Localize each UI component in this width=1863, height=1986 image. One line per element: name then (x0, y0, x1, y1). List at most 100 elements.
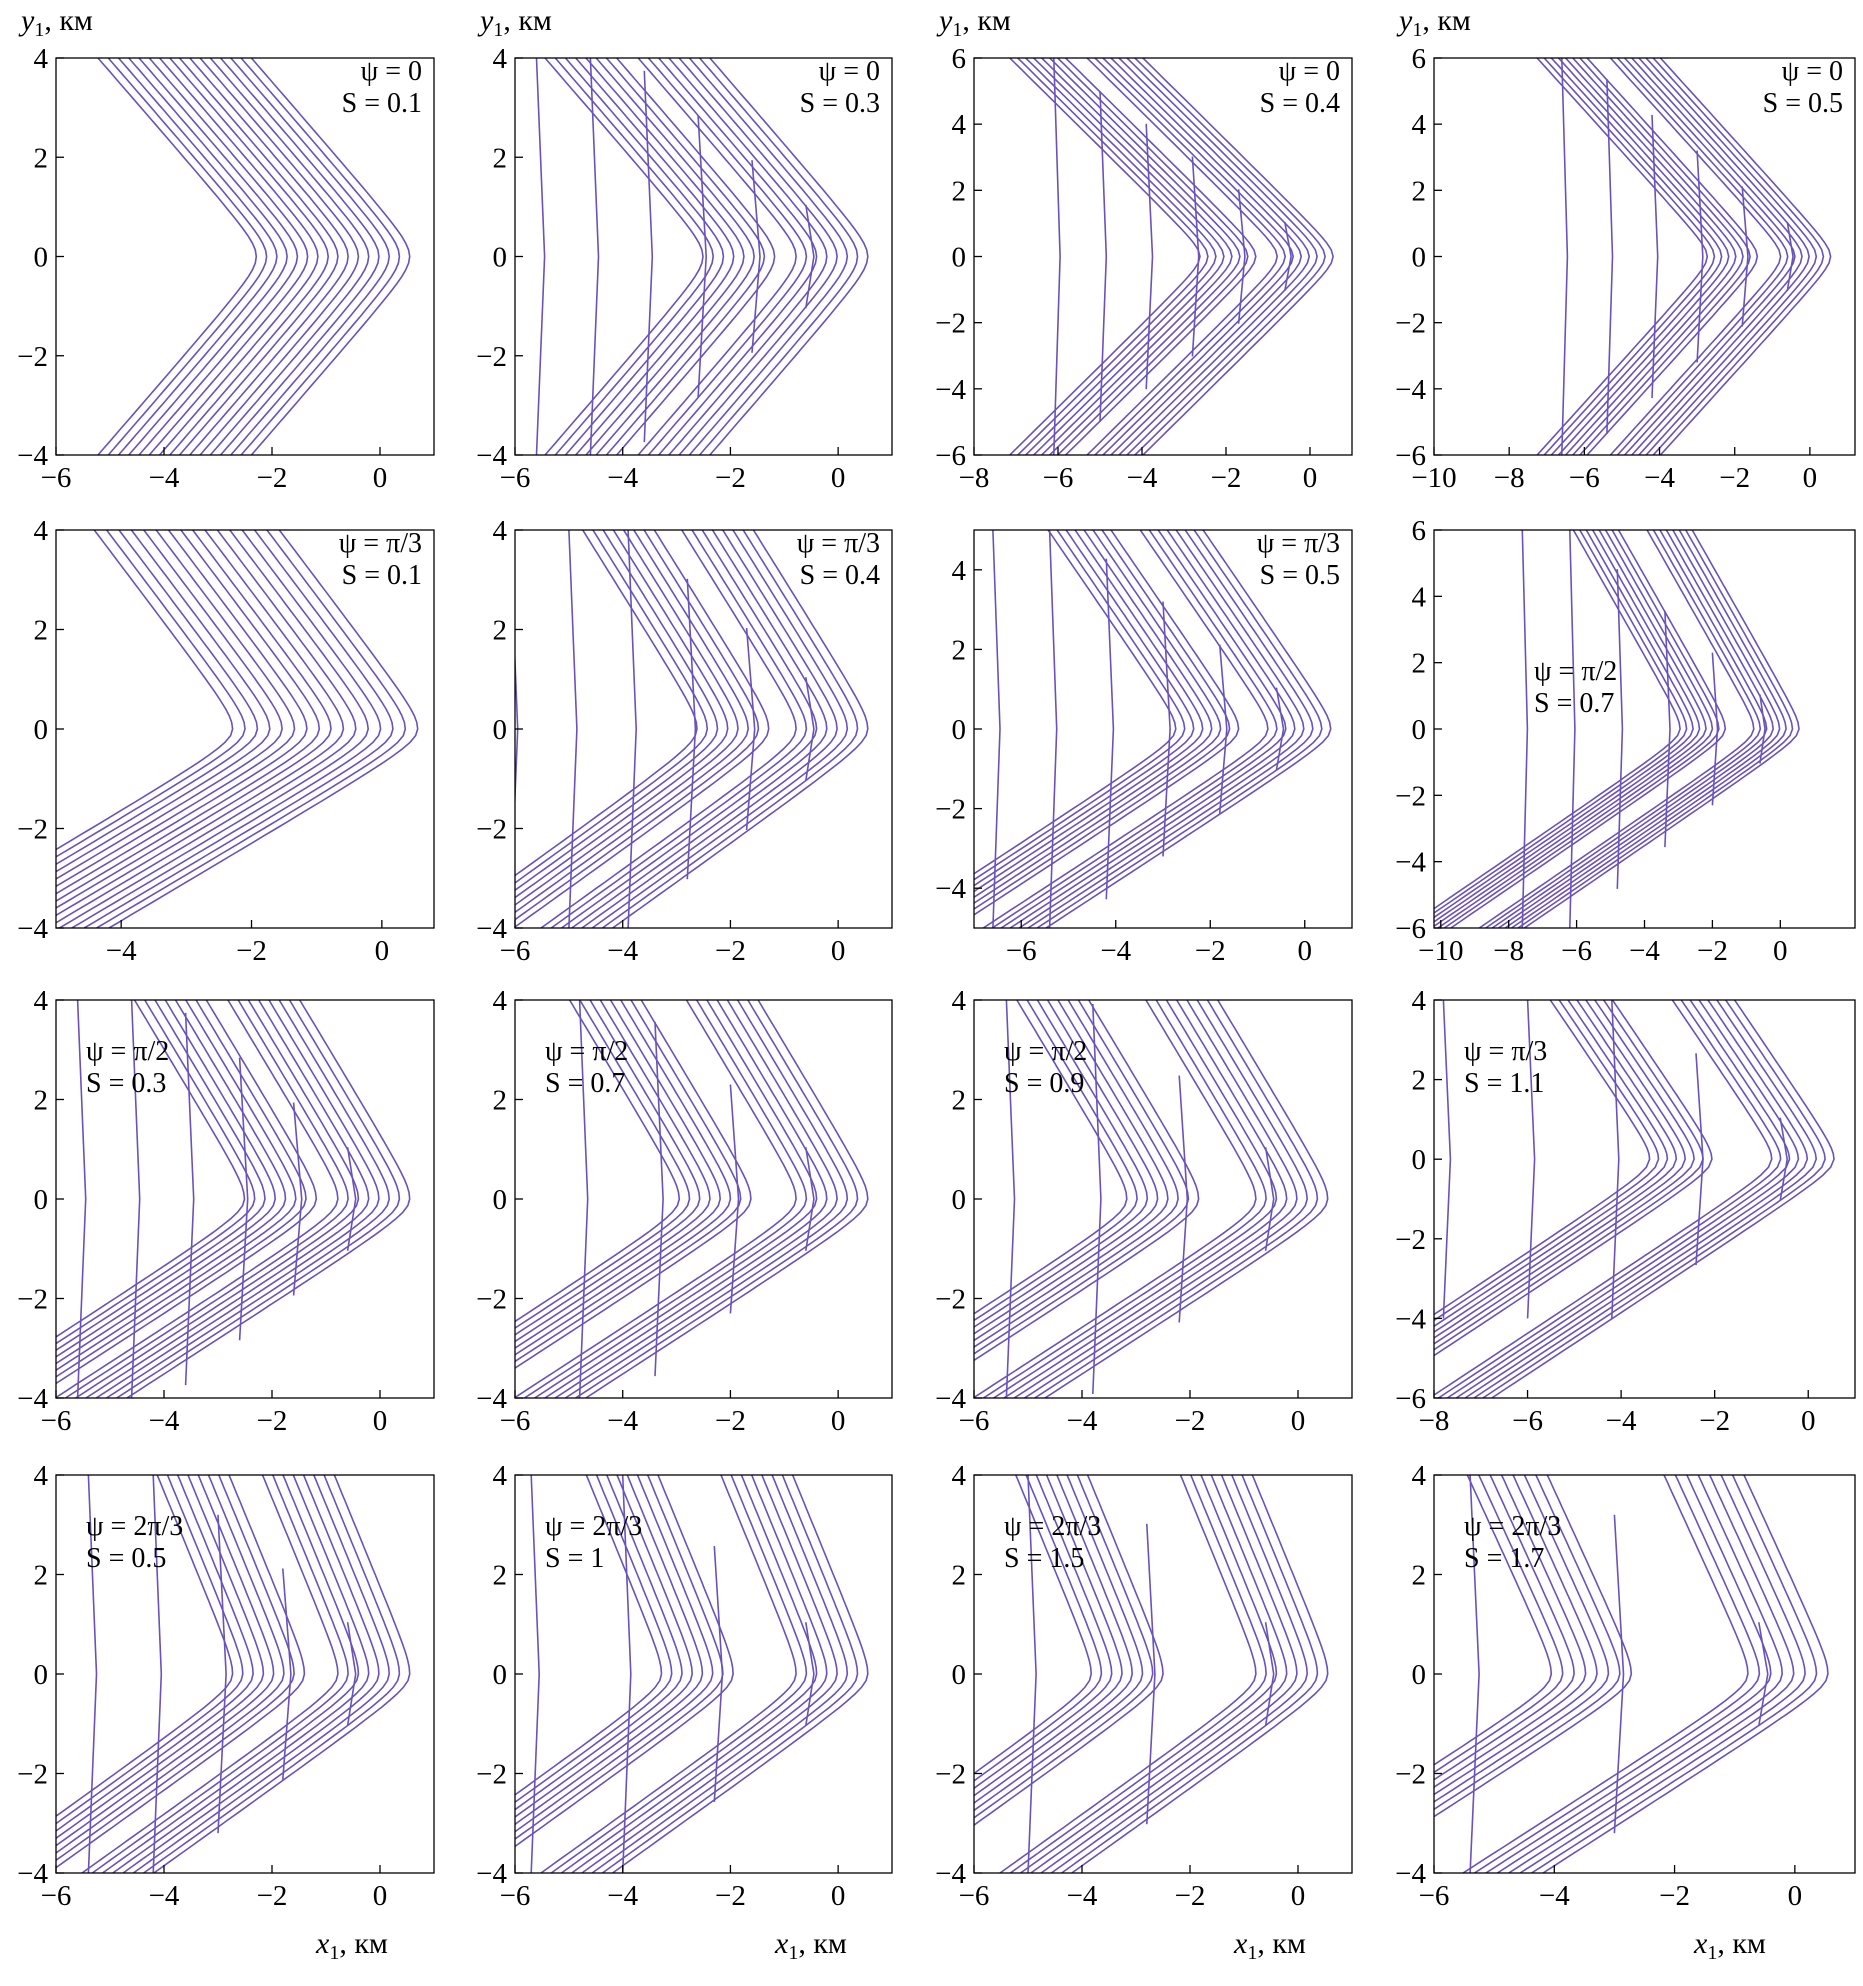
panel-8: −10 −8 −6 −4 −2 0 −6 −4 −2 0 2 4 6 ψ = π/2S = 0.7 (1395, 515, 1856, 967)
annotation-s: S = 1 (545, 1543, 604, 1574)
x-tick-label: 0 (373, 462, 388, 494)
y-tick-label: −2 (935, 1759, 966, 1791)
trajectory-curve (1017, 58, 1209, 455)
trajectory-curve (1434, 1000, 1713, 1357)
annotation-psi: ψ = 0 (1782, 56, 1843, 87)
trajectory-curve (1437, 1000, 1782, 1398)
trajectory-curve (713, 1546, 724, 1802)
trajectory-curve (56, 530, 234, 851)
trajectory-curve (1434, 1475, 1621, 1811)
trajectory-curve (1741, 186, 1749, 327)
x-axis-title: x1, км (1693, 1927, 1766, 1964)
trajectory-curve (974, 1000, 1179, 1348)
y-tick-label: −4 (935, 1383, 966, 1415)
trajectory-curve (1611, 1000, 1620, 1319)
annotation-psi: ψ = 2π/3 (1004, 1511, 1101, 1542)
trajectory-curve (1061, 1475, 1319, 1873)
trajectory-curve (637, 58, 797, 455)
x-tick-label: −8 (1419, 1405, 1450, 1437)
trajectory-curve (178, 58, 339, 455)
y-tick-label: 2 (1412, 175, 1427, 207)
x-tick-label: 0 (1303, 462, 1318, 494)
annotation-s: S = 0.7 (1534, 688, 1614, 719)
trajectory-curve (591, 1475, 849, 1873)
trajectory-curve (974, 530, 1231, 910)
x-tick-label: −6 (1569, 462, 1600, 494)
y-tick-label: 2 (952, 1560, 967, 1592)
trajectory-curve (1102, 58, 1295, 455)
x-tick-label: 0 (1803, 462, 1818, 494)
x-tick-label: −4 (1644, 462, 1675, 494)
trajectory-curve (1134, 58, 1326, 455)
trajectory-curve (75, 1000, 360, 1398)
x-tick-label: −6 (500, 1880, 531, 1912)
x-tick-label: −2 (236, 935, 267, 967)
y-tick-label: 0 (952, 714, 967, 746)
trajectory-curve (1496, 1475, 1784, 1873)
trajectory-curve (1041, 58, 1233, 455)
y-tick-label: 2 (952, 175, 967, 207)
trajectory-curve (346, 1147, 357, 1251)
trajectory-curve (1624, 58, 1796, 455)
trajectory-curve (1616, 58, 1789, 455)
trajectory-curve (56, 1475, 254, 1832)
y-tick-label: 0 (952, 1659, 967, 1691)
trajectory-curve (169, 58, 330, 455)
trajectory-curve (974, 1475, 1093, 1775)
annotation-psi: ψ = π/2 (545, 1036, 628, 1067)
y-tick-label: −4 (935, 374, 966, 406)
trajectory-curve (71, 530, 382, 928)
trajectory-curve (56, 1475, 234, 1818)
x-tick-label: −6 (500, 462, 531, 494)
trajectory-curve (1434, 1000, 1687, 1339)
trajectory-curve (1434, 1000, 1678, 1334)
trajectory-curve (974, 1475, 1113, 1790)
trajectory-curve (1434, 530, 1694, 919)
x-tick-label: −8 (959, 462, 990, 494)
trajectory-curve (982, 530, 1269, 928)
y-tick-label: −6 (935, 440, 966, 472)
trajectory-curve (992, 530, 1001, 928)
y-tick-label: 0 (1412, 242, 1427, 274)
annotation-s: S = 0.5 (86, 1543, 166, 1574)
trajectory-curve (991, 530, 1278, 928)
trajectory-curve (578, 1000, 589, 1398)
y-tick-label: 2 (952, 1085, 967, 1117)
trajectory-curve (1191, 156, 1200, 357)
trajectory-curve (1099, 91, 1108, 422)
trajectory-curve (523, 1000, 808, 1398)
x-tick-label: −2 (1719, 462, 1750, 494)
trajectory-curve (1579, 58, 1751, 455)
x-tick-label: 0 (831, 462, 846, 494)
annotation-s: S = 1.7 (1464, 1543, 1544, 1574)
y-tick-label: 2 (34, 615, 49, 647)
x-tick-label: 0 (373, 1880, 388, 1912)
y-tick-label: 2 (952, 634, 967, 666)
trajectory-curve (122, 1475, 380, 1873)
trajectory-curve (544, 1000, 828, 1398)
trajectory-curve (1142, 58, 1334, 455)
x-tick-label: 0 (1801, 1405, 1816, 1437)
trajectory-curve (56, 1000, 339, 1398)
x-tick-label: −6 (1419, 1880, 1450, 1912)
y-tick-label: 6 (1412, 43, 1427, 75)
trajectory-curve (540, 530, 797, 928)
trajectory-curve (1145, 123, 1154, 390)
trajectory-curve (974, 1000, 1149, 1328)
trajectory-curve (83, 530, 394, 928)
annotation-psi: ψ = π/2 (86, 1036, 169, 1067)
trajectory-curve (1434, 1475, 1587, 1789)
trajectory-curve (515, 1000, 742, 1363)
y-tick-label: 0 (952, 1184, 967, 1216)
trajectory-curve (1048, 530, 1058, 928)
y-tick-label: 2 (493, 615, 508, 647)
trajectory-curve (805, 677, 815, 781)
trajectory-curve (1434, 1475, 1633, 1818)
y-tick-label: −4 (17, 913, 48, 945)
trajectory-curve (1434, 1000, 1669, 1328)
trajectory-curve (1651, 114, 1659, 399)
y-tick-label: 0 (34, 1184, 49, 1216)
trajectory-curve (550, 1475, 808, 1873)
